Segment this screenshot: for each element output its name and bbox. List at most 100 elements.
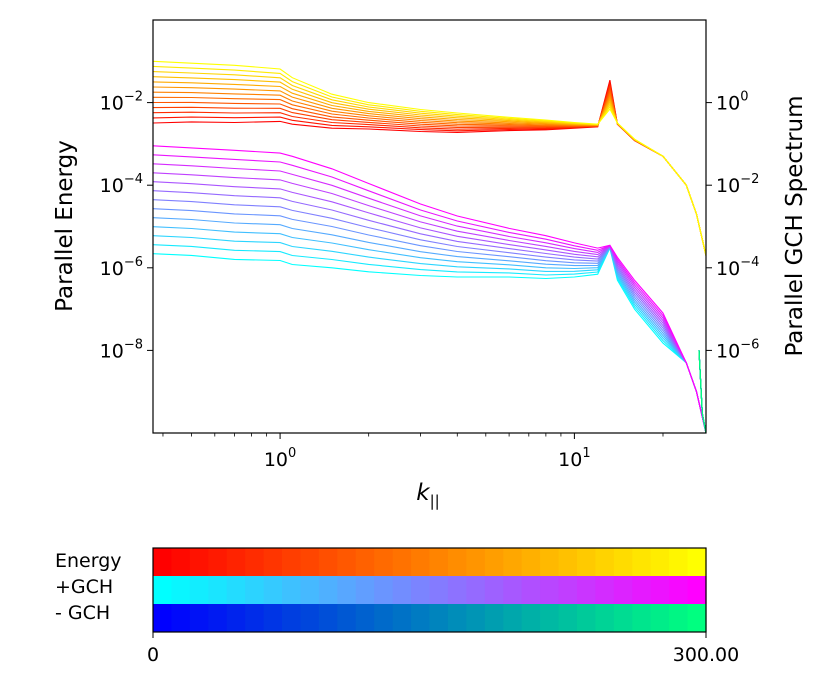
gch-series-line (153, 199, 706, 433)
colorbar (153, 548, 707, 632)
colorbar-cell (503, 576, 523, 604)
colorbar-cell (558, 576, 578, 604)
gch-series-line (153, 208, 706, 433)
energy-series-line (153, 60, 706, 256)
colorbar-cell (576, 604, 596, 632)
colorbar-cell (392, 576, 412, 604)
colorbar-cell (650, 604, 670, 632)
colorbar-cell (337, 548, 357, 576)
colorbar-cell (687, 548, 707, 576)
colorbar-cell (282, 576, 302, 604)
minus-gch-series-lines (698, 350, 706, 433)
y-left-tick-label: 10−4 (100, 172, 143, 197)
y-right-tick-label: 10−2 (716, 172, 759, 197)
colorbar-cell (484, 548, 504, 576)
colorbar-cell (226, 548, 246, 576)
colorbar-cell (687, 576, 707, 604)
colorbar-cell (613, 548, 633, 576)
colorbar-cell (429, 576, 449, 604)
y-right-tick-label: 10−6 (716, 337, 759, 362)
colorbar-cell (355, 604, 375, 632)
y-left-tick-label: 10−6 (100, 255, 143, 280)
colorbar-cell (540, 548, 560, 576)
colorbar-tick-label-min: 0 (147, 644, 159, 666)
colorbar-row-label-energy: Energy (55, 550, 122, 572)
gch-series-line (153, 181, 706, 433)
colorbar-cell (337, 576, 357, 604)
colorbar-cell (447, 604, 467, 632)
colorbar-cell (632, 576, 652, 604)
colorbar-cell (226, 576, 246, 604)
colorbar-cell (411, 604, 431, 632)
energy-series-line (153, 79, 706, 256)
colorbar-cell (263, 548, 283, 576)
colorbar-cell (392, 604, 412, 632)
plus-gch-series-lines (153, 145, 706, 433)
colorbar-cell (171, 548, 191, 576)
colorbar-cell (300, 576, 320, 604)
energy-series-line (153, 90, 706, 256)
gch-series-line (153, 190, 706, 433)
colorbar-cell (613, 576, 633, 604)
energy-series-line (153, 91, 706, 256)
colorbar-cell (429, 548, 449, 576)
gch-series-line (153, 244, 706, 433)
y-left-tick-label: 10−8 (100, 337, 143, 362)
colorbar-cell (300, 548, 320, 576)
colorbar-cell (521, 548, 541, 576)
colorbar-cell (540, 604, 560, 632)
colorbar-cell (576, 548, 596, 576)
colorbar-cell (650, 576, 670, 604)
x-axis-label-sub: || (430, 492, 440, 510)
axis-ticks: 100 101 10−2 10−4 10−6 10−8 100 10−2 10−4 10−6 (100, 90, 760, 471)
y-axis-label-right: Parallel GCH Spectrum (782, 95, 808, 356)
colorbar-row-label-plus-gch: +GCH (55, 576, 113, 598)
colorbar-cell (355, 548, 375, 576)
x-axis-label: k|| (416, 480, 439, 510)
colorbar-cell (521, 576, 541, 604)
colorbar-row-label-minus-gch: - GCH (55, 602, 110, 624)
colorbar-cell (282, 604, 302, 632)
colorbar-cell (392, 548, 412, 576)
colorbar-cell (540, 576, 560, 604)
colorbar-cell (632, 548, 652, 576)
colorbar-cell (189, 604, 209, 632)
x-tick-label: 100 (264, 446, 296, 471)
colorbar-cell (153, 548, 173, 576)
colorbar-cell (171, 604, 191, 632)
gch-series-line (153, 217, 706, 433)
colorbar-cell (263, 576, 283, 604)
energy-series-line (153, 65, 706, 256)
colorbar-cell (466, 576, 486, 604)
colorbar-cell (300, 604, 320, 632)
colorbar-cell (189, 548, 209, 576)
colorbar-cell (466, 604, 486, 632)
colorbar-cell (447, 548, 467, 576)
gch-series-line (698, 350, 706, 433)
colorbar-cell (632, 604, 652, 632)
colorbar-cell (429, 604, 449, 632)
colorbar-cell (669, 548, 689, 576)
gch-series-line (153, 145, 706, 433)
gch-series-line (153, 154, 706, 433)
colorbar-cell (208, 576, 228, 604)
plot-frame (152, 19, 707, 434)
colorbar-frame (152, 547, 707, 633)
colorbar-cell (595, 576, 615, 604)
gch-series-line (153, 226, 706, 433)
gch-series-line (153, 163, 706, 433)
y-right-tick-label: 100 (716, 90, 748, 115)
colorbar-cell (411, 576, 431, 604)
colorbar-cell (337, 604, 357, 632)
x-tick-label: 101 (558, 446, 590, 471)
colorbar-cell (503, 604, 523, 632)
colorbar-cell (687, 604, 707, 632)
colorbar-cell (650, 548, 670, 576)
colorbar-cell (558, 548, 578, 576)
colorbar-cell (484, 576, 504, 604)
energy-series-lines (153, 60, 706, 256)
colorbar-tick-label-max: 300.00 (673, 644, 739, 666)
x-axis-label-main: k (416, 480, 431, 506)
colorbar-cell (245, 548, 265, 576)
